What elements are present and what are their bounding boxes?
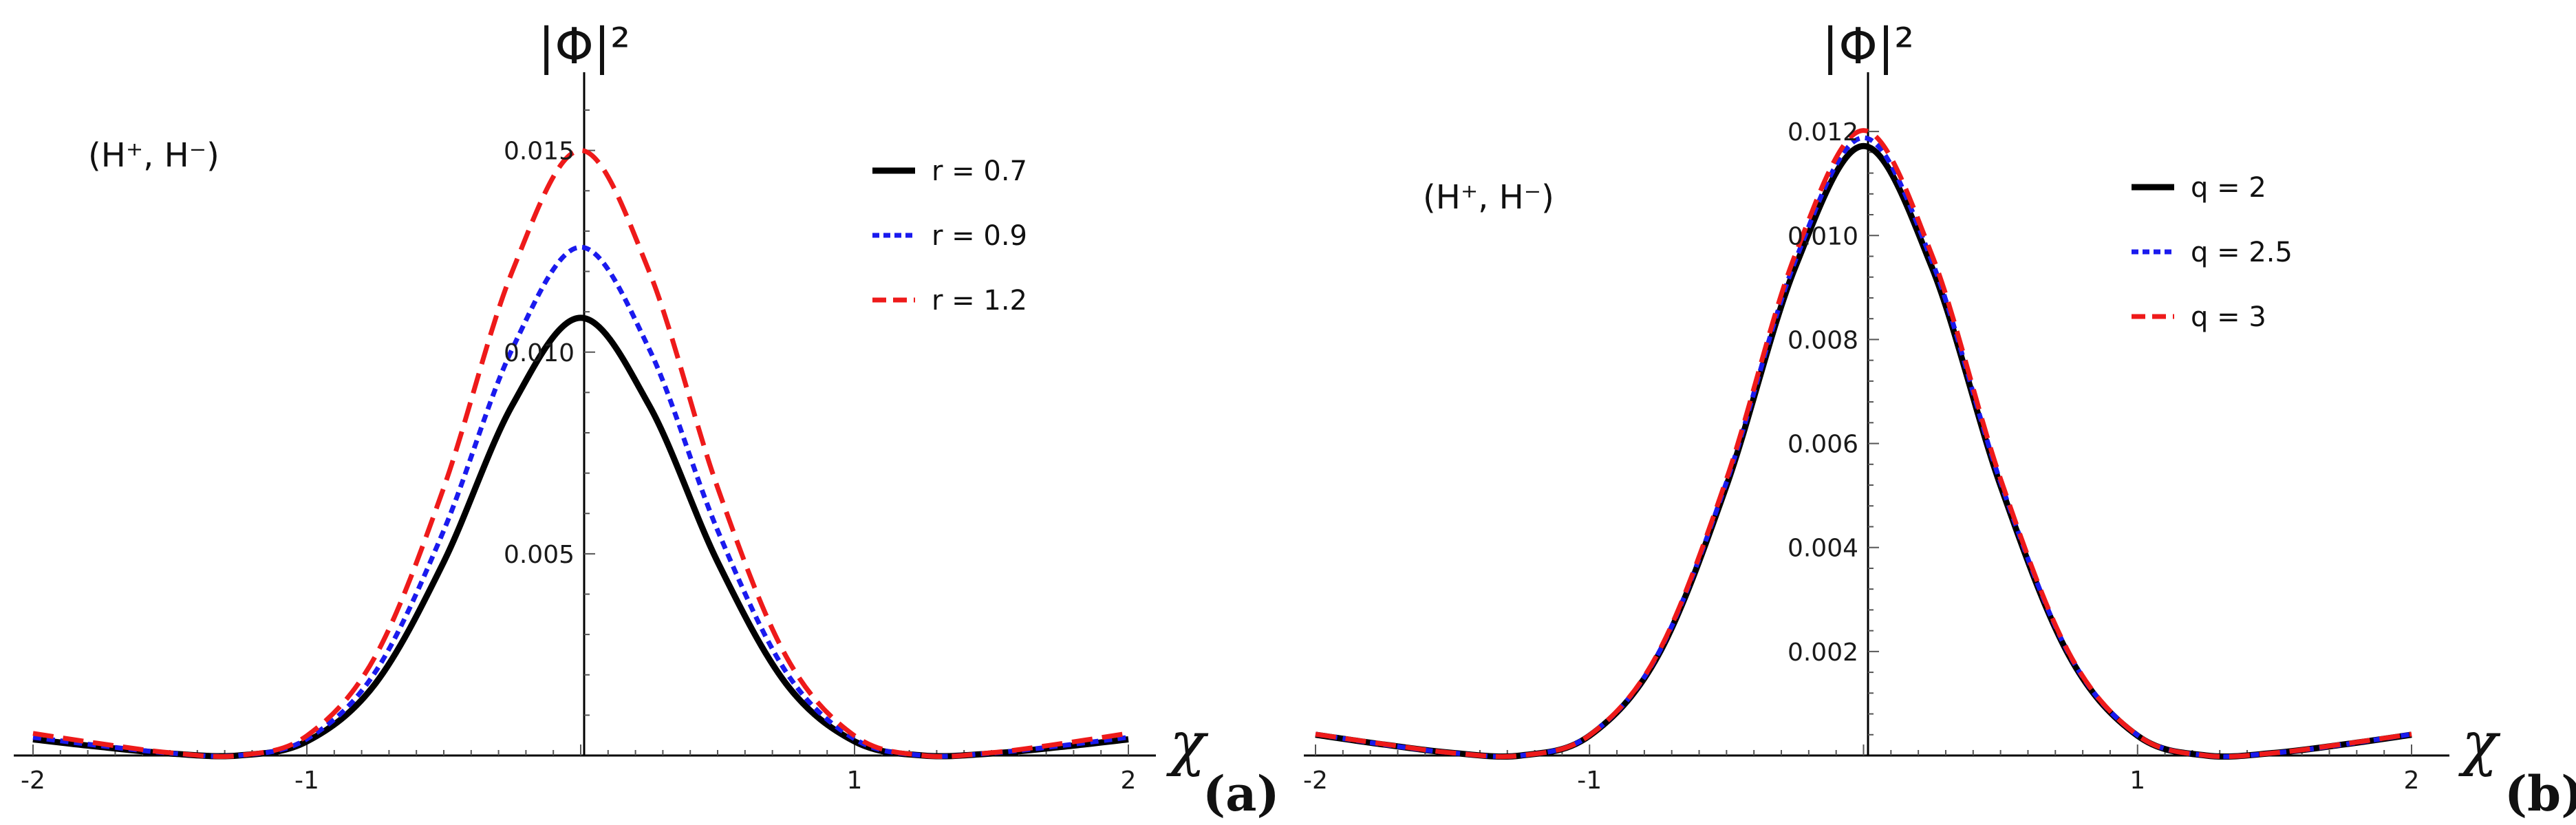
x-tick-label: -1	[294, 767, 319, 795]
legend-a: r = 0.7 r = 0.9 r = 1.2	[872, 156, 1027, 317]
x-tick-label: -2	[1303, 767, 1328, 795]
y-tick-label: 0.002	[1788, 639, 1858, 667]
y-axis-label-a: |Φ|²	[538, 17, 630, 76]
y-axis-label-b: |Φ|²	[1822, 17, 1914, 76]
series-line-r-0.9	[32, 244, 1129, 759]
y-tick-label: 0.012	[1788, 118, 1858, 147]
series-line-r-1.2	[32, 148, 1129, 759]
y-minor-ticks-a	[584, 109, 595, 716]
y-tick-label: 0.004	[1788, 535, 1858, 563]
series-layer-b	[1315, 128, 2412, 760]
x-tick-label: 1	[847, 767, 863, 795]
y-tick-label: 0.010	[1788, 222, 1858, 250]
panel-a: -2 -1 1 2 0.005 0.010 0.015 |Φ|² χ (a) (H⁺, H⁻…	[14, 17, 1280, 822]
annotation-b: (H⁺, H⁻)	[1423, 178, 1554, 217]
legend-label: r = 1.2	[932, 285, 1027, 317]
tick-layer-a: -2 -1 1 2 0.005 0.010 0.015	[21, 138, 1136, 795]
legend-label: r = 0.7	[932, 156, 1027, 187]
series-line-r-0.7	[32, 314, 1129, 760]
legend-label: q = 3	[2191, 301, 2266, 333]
x-tick-label: -2	[21, 767, 45, 795]
panel-b: -2 -1 1 2 0.002 0.004 0.006 0.008 0.010 0.012 |Φ|…	[1303, 17, 2576, 822]
y-tick-label: 0.005	[504, 541, 575, 569]
panel-label-a: (a)	[1203, 765, 1280, 822]
x-tick-label: 2	[2404, 767, 2420, 795]
x-tick-label: 2	[1121, 767, 1137, 795]
legend-label: q = 2.5	[2191, 237, 2293, 268]
y-minor-ticks-b	[1868, 131, 1879, 736]
legend-label: r = 0.9	[932, 220, 1027, 252]
legend-label: q = 2	[2191, 172, 2266, 204]
y-tick-label: 0.010	[504, 339, 575, 367]
y-tick-label: 0.008	[1788, 326, 1858, 354]
x-tick-label: 1	[2129, 767, 2145, 795]
x-tick-label: -1	[1577, 767, 1602, 795]
annotation-a: (H⁺, H⁻)	[88, 136, 219, 175]
series-line-q-3	[1315, 128, 2412, 760]
legend-b: q = 2 q = 2.5 q = 3	[2132, 172, 2293, 333]
series-layer-a	[32, 148, 1129, 760]
panel-label-b: (b)	[2504, 765, 2576, 822]
y-tick-label: 0.015	[504, 138, 575, 166]
tick-layer-b: -2 -1 1 2 0.002 0.004 0.006 0.008 0.010 0.012	[1303, 118, 2419, 795]
x-axis-label-a: χ	[1166, 709, 1209, 778]
series-line-q-2.5	[1315, 135, 2412, 760]
x-axis-label-b: χ	[2458, 709, 2501, 778]
y-tick-label: 0.006	[1788, 431, 1858, 459]
